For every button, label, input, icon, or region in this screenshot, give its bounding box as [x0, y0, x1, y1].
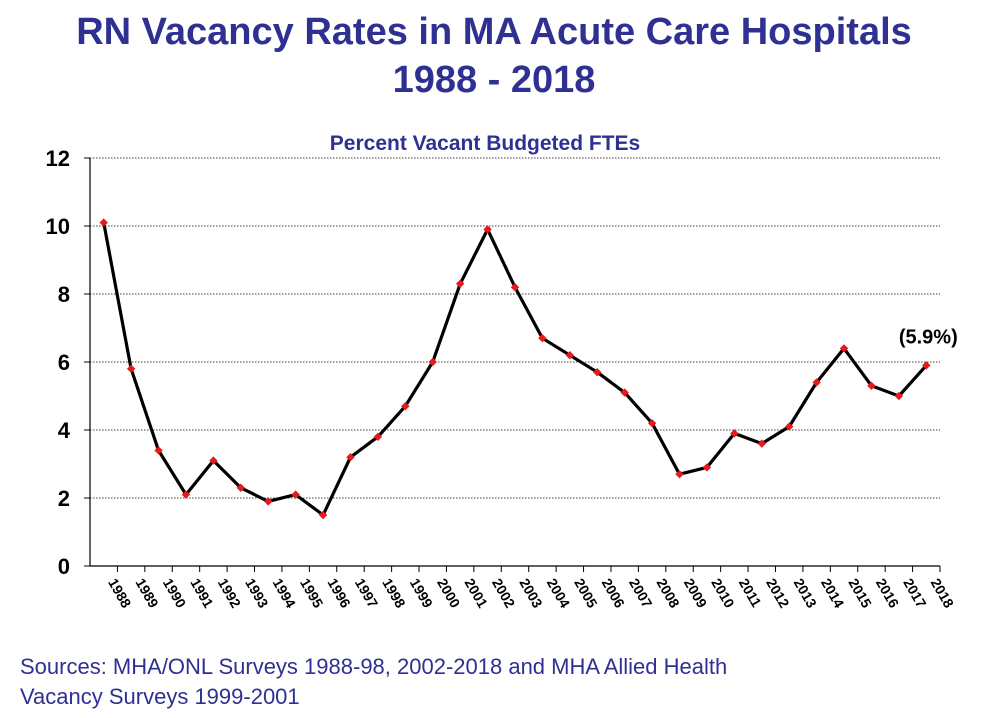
x-tick-label-1992: 1992 — [215, 576, 245, 611]
x-tick-label-1991: 1991 — [187, 576, 217, 611]
x-tick-label-2015: 2015 — [845, 576, 875, 611]
x-tick-label-1989: 1989 — [133, 576, 163, 611]
data-point-2012 — [757, 439, 766, 448]
x-tick-label-1998: 1998 — [379, 576, 409, 611]
slide-title: RN Vacancy Rates in MA Acute Care Hospit… — [0, 8, 988, 104]
x-tick-label-2005: 2005 — [571, 576, 601, 611]
x-tick-label-2018: 2018 — [928, 576, 958, 611]
x-tick-label-2012: 2012 — [763, 576, 793, 611]
x-tick-label-1997: 1997 — [352, 576, 382, 611]
data-point-2017 — [894, 391, 904, 401]
x-tick-label-1999: 1999 — [407, 576, 437, 611]
series — [102, 222, 928, 517]
x-tick-label-2008: 2008 — [653, 576, 683, 611]
x-tick-label-2007: 2007 — [626, 576, 656, 611]
slide-title-line-2: 1988 - 2018 — [392, 59, 596, 101]
data-point-2013 — [784, 422, 794, 431]
x-tick-label-1995: 1995 — [297, 576, 327, 611]
data-point-1994 — [264, 497, 273, 506]
data-point-2016 — [867, 381, 876, 390]
y-tick-label-10: 10 — [46, 214, 70, 239]
y-tick-label-6: 6 — [58, 350, 70, 375]
data-point-2005 — [565, 351, 575, 360]
annotations: (5.9%) — [899, 326, 958, 348]
x-tick-label-2000: 2000 — [434, 576, 464, 611]
data-point-1991 — [181, 490, 191, 499]
x-tick-label-1990: 1990 — [160, 576, 190, 611]
data-point-2011 — [730, 429, 739, 438]
y-tick-label-12: 12 — [46, 146, 70, 171]
data-point-2004 — [538, 334, 547, 343]
x-tick-label-2006: 2006 — [599, 576, 629, 611]
data-point-2007 — [620, 388, 629, 397]
y-tick-label-8: 8 — [58, 282, 70, 307]
data-point-2001 — [455, 279, 465, 288]
data-point-2003 — [510, 283, 520, 292]
data-point-1997 — [346, 453, 355, 462]
y-tick-label-2: 2 — [58, 486, 70, 511]
data-point-1989 — [126, 364, 136, 373]
data-point-1995 — [291, 490, 300, 499]
x-tick-label-2003: 2003 — [516, 576, 546, 611]
data-point-1998 — [373, 432, 383, 441]
sources-line-1: Sources: MHA/ONL Surveys 1988-98, 2002-2… — [20, 654, 728, 679]
x-tick-label-2013: 2013 — [791, 576, 821, 611]
data-label-2018: (5.9%) — [899, 326, 958, 348]
data-point-2014 — [812, 378, 821, 387]
data-point-2009 — [675, 470, 684, 479]
x-tick-label-2010: 2010 — [708, 576, 738, 611]
data-markers — [99, 218, 931, 520]
x-tick-label-1996: 1996 — [324, 576, 354, 611]
slide-title-line-1: RN Vacancy Rates in MA Acute Care Hospit… — [76, 11, 912, 53]
data-point-2018 — [922, 361, 931, 370]
y-tick-labels: 0 2 4 6 8 10 12 — [46, 146, 71, 579]
x-tick-label-2016: 2016 — [873, 576, 903, 611]
x-tick-label-2014: 2014 — [818, 576, 848, 611]
data-point-2010 — [702, 463, 712, 472]
sources-line-2: Vacancy Surveys 1999-2001 — [20, 684, 300, 709]
y-tick-label-4: 4 — [58, 418, 71, 443]
series-line-0 — [102, 222, 928, 517]
x-tick-label-1993: 1993 — [242, 576, 272, 611]
x-tick-label-1994: 1994 — [270, 576, 300, 611]
data-point-1988 — [99, 218, 108, 227]
chart-title: Percent Vacant Budgeted FTEs — [330, 132, 640, 155]
data-point-2006 — [593, 368, 602, 377]
data-point-1990 — [154, 446, 163, 455]
x-tick-label-2017: 2017 — [900, 576, 930, 611]
x-tick-label-2004: 2004 — [544, 576, 574, 611]
axes — [84, 157, 941, 572]
data-point-2008 — [647, 419, 657, 428]
data-point-2015 — [839, 344, 849, 353]
gridlines — [90, 157, 940, 499]
data-point-1993 — [236, 483, 246, 492]
data-point-2002 — [483, 225, 492, 234]
data-point-2000 — [428, 357, 437, 367]
data-point-1996 — [318, 510, 328, 520]
x-tick-label-2009: 2009 — [681, 576, 711, 611]
x-tick-label-2011: 2011 — [736, 576, 765, 610]
data-point-1999 — [401, 402, 410, 411]
x-tick-label-2001: 2001 — [462, 576, 492, 611]
data-point-1992 — [209, 456, 218, 465]
x-tick-label-2002: 2002 — [489, 576, 519, 611]
vacancy-rate-line-chart: Percent Vacant Budgeted FTEs 0 2 4 6 8 10 12 1… — [46, 132, 958, 611]
x-tick-labels: 1988198919901991199219931994199519961997… — [105, 576, 957, 611]
x-tick-label-1988: 1988 — [105, 576, 135, 611]
sources-note: Sources: MHA/ONL Surveys 1988-98, 2002-2… — [20, 652, 920, 712]
y-tick-label-0: 0 — [58, 554, 70, 579]
